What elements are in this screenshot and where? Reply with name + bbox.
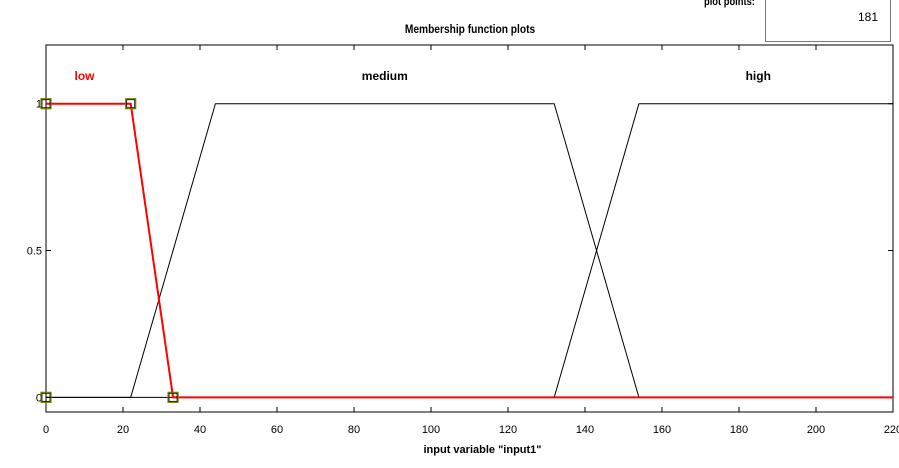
curve-handle-inner [41,99,51,109]
axis-ticks: 0 20 40 60 80 100 120 140 160 180 200 220 0 0.5 1 [27,45,899,436]
x-tick-label: 120 [499,424,517,436]
x-tick-label: 200 [807,424,825,436]
x-tick-label: 140 [576,424,594,436]
x-tick-label: 60 [271,424,283,436]
plot-points-input[interactable]: 181 [765,0,891,42]
x-tick-label: 0 [43,424,49,436]
membership-curves[interactable] [46,102,893,399]
curve-handle-inner [126,99,136,109]
curve-handle-inner [168,392,178,402]
x-tick-label: 220 [884,424,899,436]
mf-label-medium[interactable]: medium [362,69,408,83]
curve-handle[interactable] [125,98,137,110]
x-tick-label: 20 [117,424,129,436]
x-tick-label: 160 [653,424,671,436]
axes-frame [45,44,894,413]
plot-title: Membership function plots [404,22,536,36]
membership-labels[interactable]: low medium high [75,69,771,83]
x-tick-label: 100 [422,424,440,436]
x-tick-label: 180 [730,424,748,436]
x-axis-label: input variable "input1" [424,444,542,456]
x-tick-label: 80 [348,424,360,436]
curve-handle[interactable] [167,391,179,403]
curve-handles[interactable] [40,98,179,403]
mf-label-high[interactable]: high [746,69,771,83]
curve-handle-inner [41,392,51,402]
y-tick-label: 0.5 [27,246,42,258]
mf-label-low[interactable]: low [75,69,96,83]
x-tick-label: 40 [194,424,206,436]
mf-curve-medium[interactable] [46,103,893,398]
plot-points-label: plot points: [704,0,755,8]
y-tick-label: 1 [36,99,42,111]
y-tick-label: 0 [36,392,42,404]
curve-handle[interactable] [40,391,52,403]
curve-handle[interactable] [40,98,52,110]
mf-curve-low[interactable] [46,102,893,399]
